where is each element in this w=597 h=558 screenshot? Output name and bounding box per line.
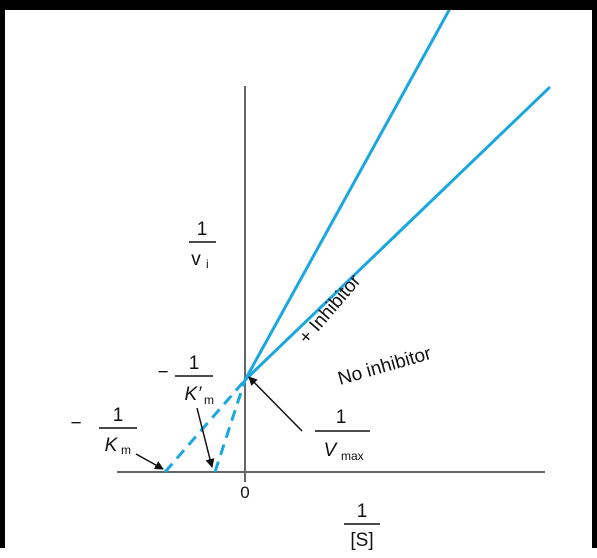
svg-text:[S]: [S] bbox=[350, 530, 373, 551]
svg-text:1: 1 bbox=[336, 407, 347, 428]
annotation-arrow-vmax bbox=[248, 376, 303, 432]
series-no-inhibitor-line bbox=[243, 86, 551, 382]
annotation-km-prime: − 1 K’ m bbox=[157, 353, 214, 407]
annotation-km: − 1 K m bbox=[70, 405, 137, 457]
y-axis-label: 1 v i bbox=[189, 219, 216, 271]
svg-text:1: 1 bbox=[357, 501, 368, 522]
svg-text:1: 1 bbox=[197, 219, 208, 240]
series-inhibitor-extrapolation bbox=[213, 379, 247, 473]
annotation-vmax: 1 V max bbox=[315, 407, 370, 463]
svg-text:V: V bbox=[324, 440, 339, 461]
series-label-inhibitor: + Inhibitor bbox=[295, 270, 366, 348]
series-inhibitor-line bbox=[243, 10, 451, 382]
svg-text:1: 1 bbox=[113, 405, 124, 426]
svg-text:m: m bbox=[204, 393, 214, 407]
series-no-inhibitor-extrapolation bbox=[163, 379, 247, 473]
origin-tick-label: 0 bbox=[240, 483, 249, 502]
series-label-no-inhibitor: No inhibitor bbox=[336, 343, 435, 390]
x-axis-label: 1 [S] bbox=[344, 501, 380, 551]
annotation-arrow-km bbox=[135, 453, 164, 470]
svg-text:m: m bbox=[121, 443, 131, 457]
svg-text:K: K bbox=[105, 435, 119, 456]
svg-text:K’: K’ bbox=[185, 384, 203, 405]
svg-text:−: − bbox=[157, 362, 168, 383]
svg-text:v: v bbox=[191, 249, 201, 270]
annotation-arrow-km-prime bbox=[196, 407, 215, 468]
svg-text:i: i bbox=[206, 257, 209, 271]
svg-text:max: max bbox=[341, 449, 364, 463]
svg-text:−: − bbox=[70, 413, 81, 434]
svg-text:1: 1 bbox=[189, 353, 200, 374]
lineweaver-burk-chart: + Inhibitor No inhibitor 0 1 v i 1 [S] −… bbox=[70, 10, 551, 551]
